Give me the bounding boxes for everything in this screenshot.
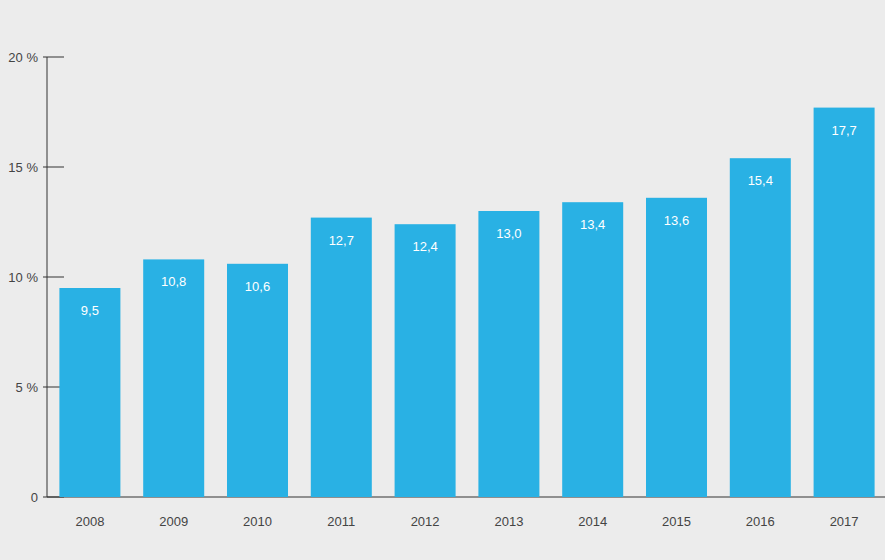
data-label: 9,5	[81, 303, 99, 318]
x-tick-label: 2008	[75, 514, 104, 529]
data-label: 13,4	[580, 217, 605, 232]
x-tick-label: 2015	[662, 514, 691, 529]
bar	[143, 259, 204, 497]
x-tick-label: 2012	[411, 514, 440, 529]
x-tick-label: 2009	[159, 514, 188, 529]
data-label: 10,6	[245, 279, 270, 294]
bar	[814, 108, 875, 497]
x-tick-label: 2011	[327, 514, 355, 529]
x-tick-label: 2014	[578, 514, 607, 529]
y-tick-label: 0	[31, 490, 38, 505]
data-label: 17,7	[831, 123, 856, 138]
bar	[562, 202, 623, 497]
y-tick-label: 20 %	[8, 50, 38, 65]
data-label: 13,6	[664, 213, 689, 228]
bar	[730, 158, 791, 497]
data-label: 13,0	[496, 226, 521, 241]
chart: 0 5 % 10 % 15 % 20 % 9,5 10,8 10,6 12,7 12,4 13,0 1…	[0, 0, 885, 560]
y-tick-label: 5 %	[16, 380, 39, 395]
bar	[478, 211, 539, 497]
y-tick-label: 10 %	[8, 270, 38, 285]
x-tick-label: 2010	[243, 514, 272, 529]
bar	[227, 264, 288, 497]
y-tick	[43, 167, 64, 168]
y-tick	[43, 57, 64, 58]
data-labels: 9,5 10,8 10,6 12,7 12,4 13,0 13,4 13,6 15,4 17,7	[81, 123, 857, 318]
bar	[59, 288, 120, 497]
data-label: 15,4	[748, 173, 773, 188]
bar	[311, 218, 372, 497]
x-tick-label: 2017	[830, 514, 859, 529]
x-tick-label: 2013	[494, 514, 523, 529]
bars	[59, 108, 874, 497]
data-label: 10,8	[161, 274, 186, 289]
data-label: 12,7	[329, 233, 354, 248]
y-tick	[43, 277, 64, 278]
bar	[395, 224, 456, 497]
x-tick-label: 2016	[746, 514, 775, 529]
bar	[646, 198, 707, 497]
data-label: 12,4	[412, 239, 437, 254]
y-tick-label: 15 %	[8, 160, 38, 175]
